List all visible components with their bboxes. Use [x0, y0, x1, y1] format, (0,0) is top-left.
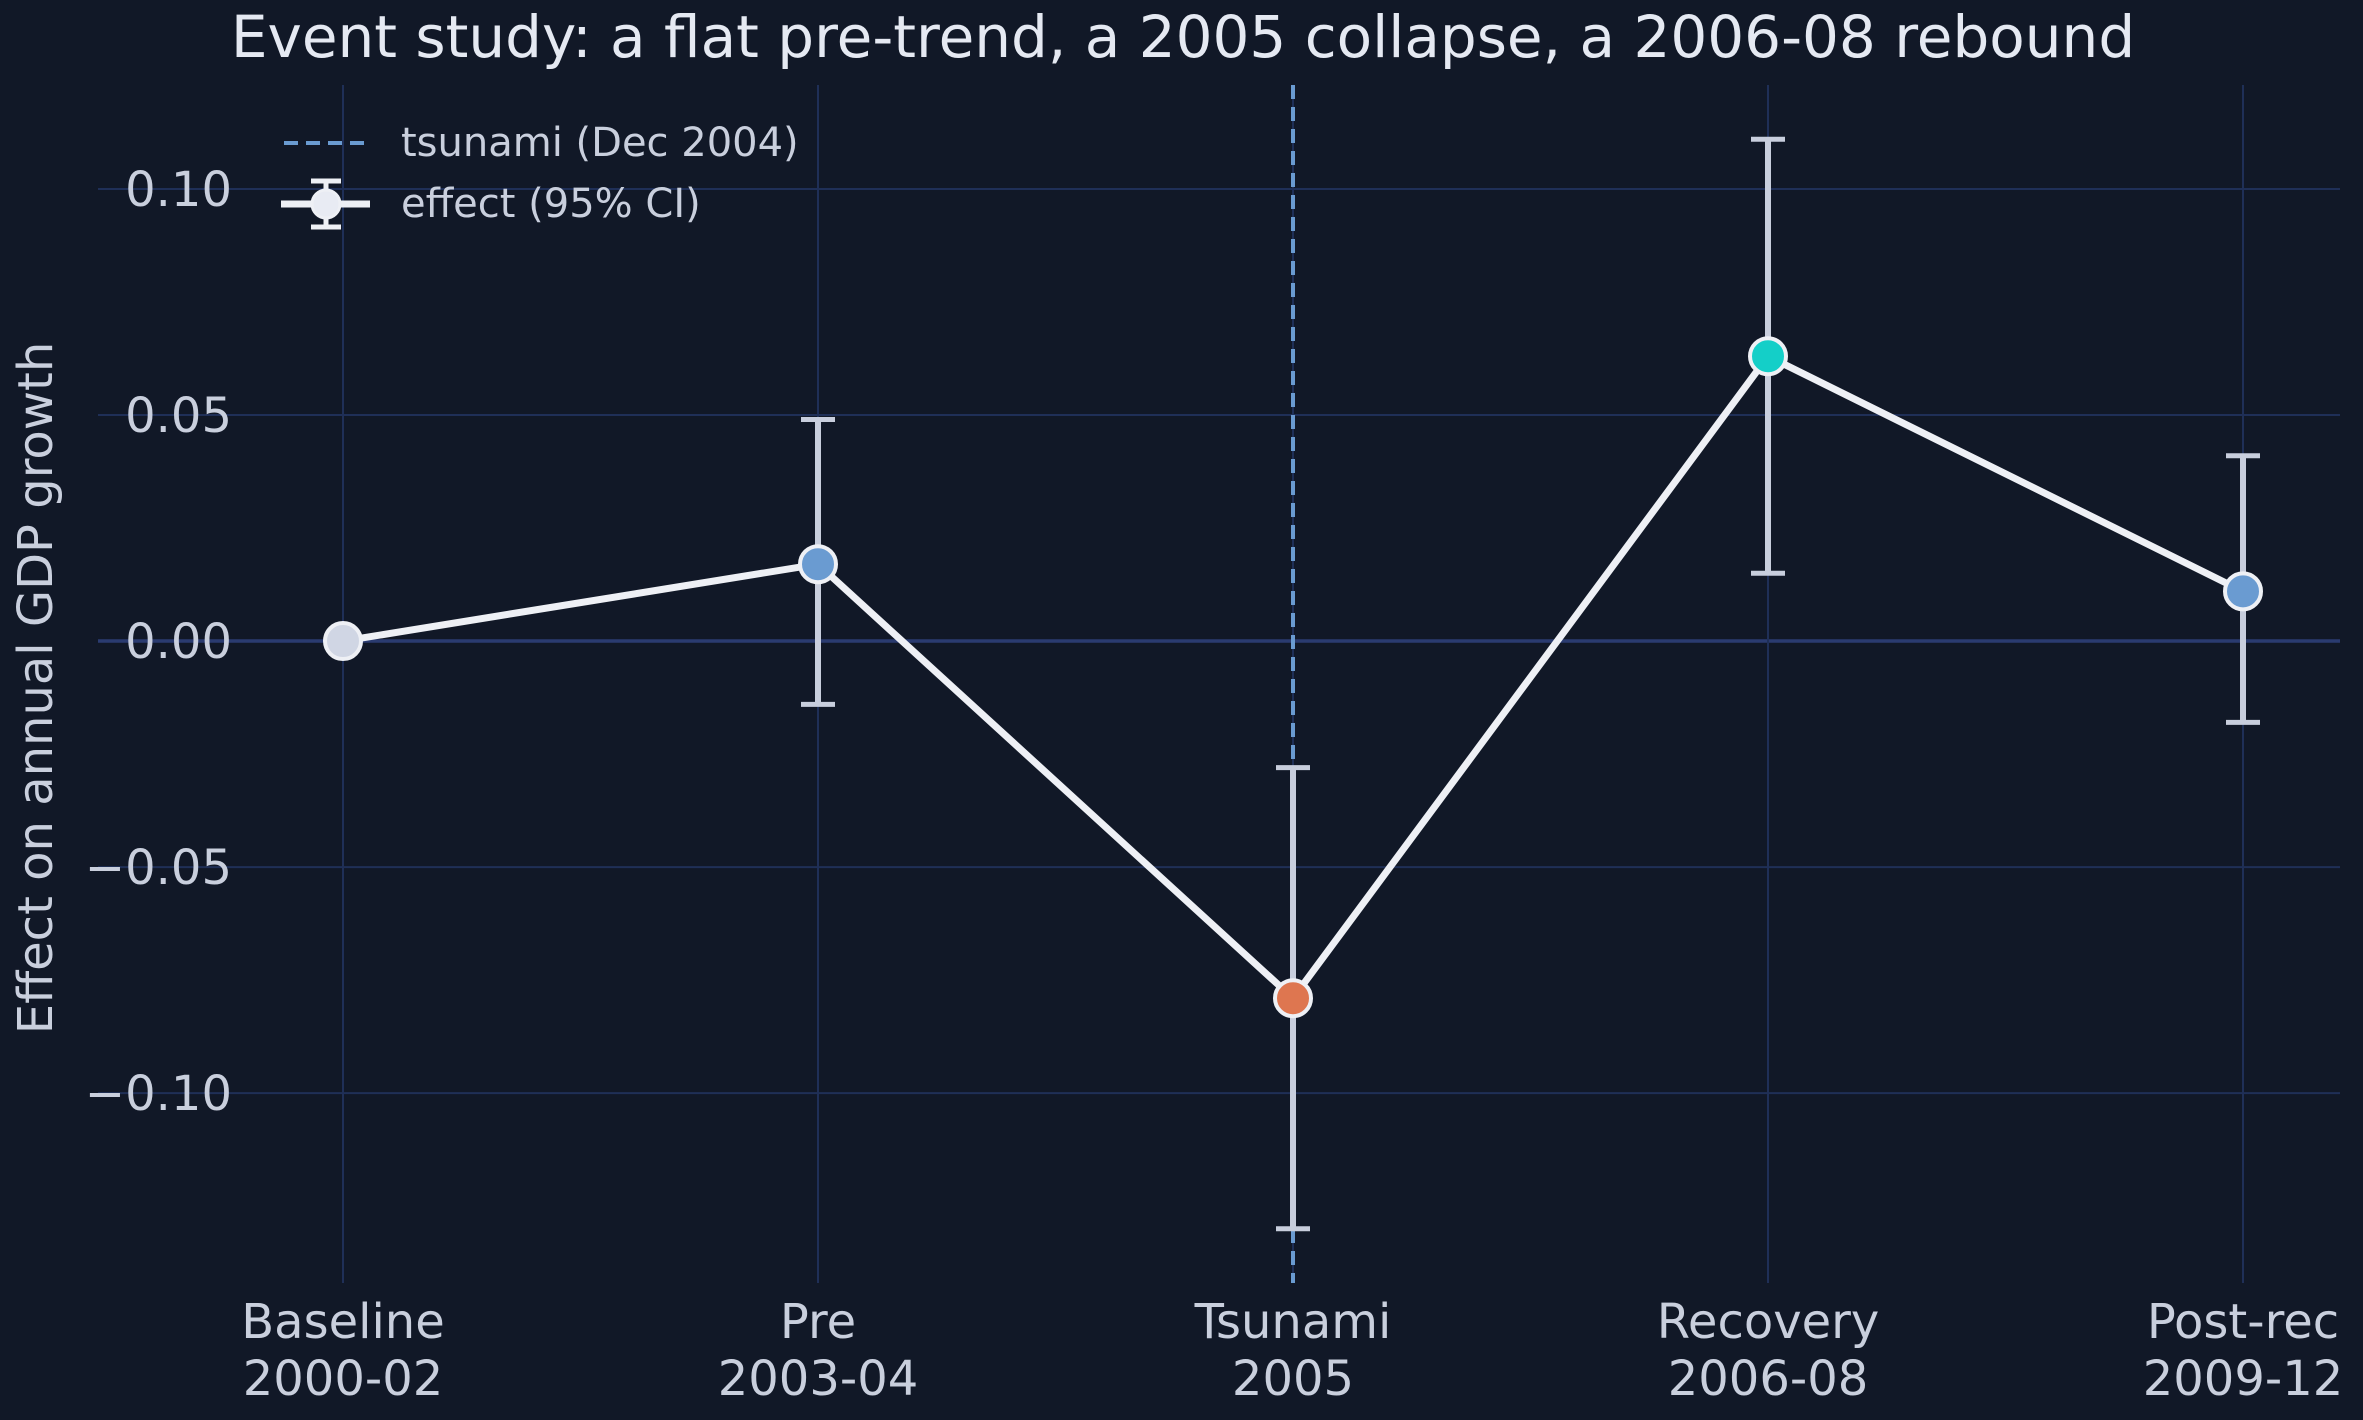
- y-axis-label: Effect on annual GDP growth: [8, 342, 64, 1035]
- data-point-post-rec: [2223, 571, 2263, 612]
- data-points: [323, 336, 2263, 1019]
- x-tick-sublabel: 2005: [1232, 1351, 1354, 1407]
- chart-title: Event study: a flat pre-trend, a 2005 co…: [231, 3, 2135, 71]
- legend-effect-swatch: [281, 178, 370, 230]
- data-point-recovery: [1748, 336, 1788, 377]
- legend-effect-label: effect (95% CI): [401, 181, 701, 227]
- y-tick-label: 0.10: [125, 162, 232, 218]
- x-tick-label: Recovery: [1657, 1294, 1880, 1350]
- x-tick-label: Pre: [780, 1294, 856, 1350]
- legend-effect-marker: [310, 188, 342, 220]
- grid-lines: [98, 85, 2340, 1283]
- x-tick-sublabel: 2006-08: [1668, 1351, 1869, 1407]
- legend: tsunami (Dec 2004) effect (95% CI): [281, 120, 799, 230]
- y-axis-ticks: 0.10 0.05 0.00 −0.05 −0.10: [85, 162, 232, 1122]
- x-tick-sublabel: 2009-12: [2143, 1351, 2344, 1407]
- y-tick-label: −0.05: [85, 840, 232, 896]
- x-tick-sublabel: 2003-04: [718, 1351, 919, 1407]
- y-tick-label: 0.00: [125, 614, 232, 670]
- y-tick-label: 0.05: [125, 388, 232, 444]
- x-tick-label: Baseline: [241, 1294, 445, 1350]
- x-tick-sublabel: 2000-02: [243, 1351, 444, 1407]
- data-point-baseline: [323, 621, 363, 662]
- data-point-tsunami: [1273, 978, 1313, 1019]
- x-tick-label: Tsunami: [1194, 1294, 1392, 1350]
- y-tick-label: −0.10: [85, 1066, 232, 1122]
- data-point-pre: [798, 544, 838, 585]
- x-tick-label: Post-rec: [2147, 1294, 2339, 1350]
- legend-event-label: tsunami (Dec 2004): [401, 120, 799, 166]
